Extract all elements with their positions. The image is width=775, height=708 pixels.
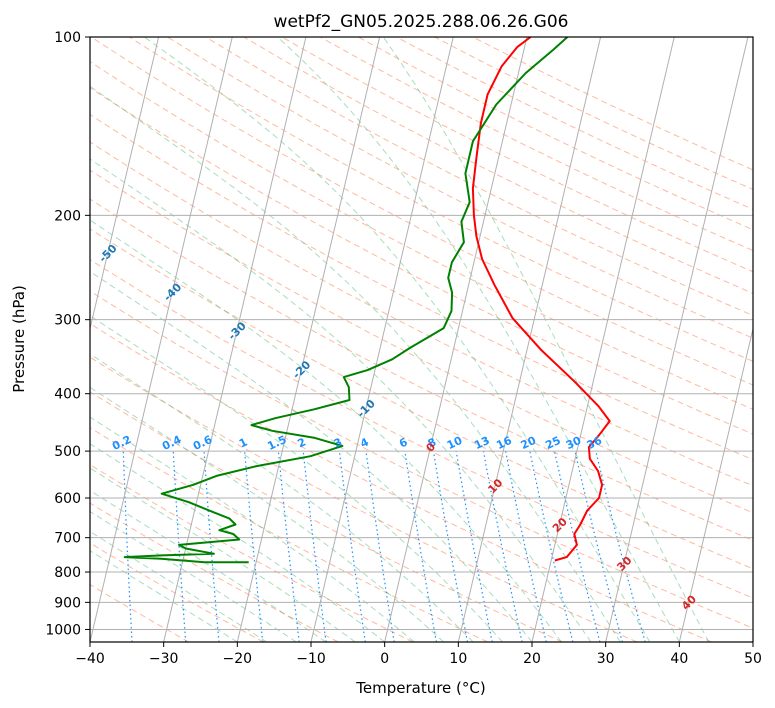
moist-adiabat-line [277, 37, 680, 642]
dry-adiabat-line [205, 37, 753, 317]
dry-adiabat-line [90, 169, 753, 514]
y-tick-label: 300 [54, 313, 81, 329]
moist-adiabat-line [90, 270, 533, 642]
y-tick-label: 900 [54, 595, 81, 611]
chart-title: wetPf2_GN05.2025.288.06.26.G06 [274, 12, 569, 32]
mixing-ratio-line [302, 451, 327, 642]
moist-adiabat-line [144, 37, 651, 642]
isotherm-line [384, 37, 528, 642]
y-tick-label: 800 [54, 565, 81, 581]
dry-adiabat-line [90, 113, 753, 461]
isotherm-line [90, 37, 160, 331]
dry-adiabat-line [90, 198, 753, 541]
isotherm-line [310, 37, 454, 642]
dry-adiabat-line [90, 356, 638, 642]
x-axis-label: Temperature (°C) [355, 679, 485, 697]
isotherm-lines [90, 37, 753, 642]
moist-adiabat-line [90, 315, 503, 642]
mixing-ratio-line [338, 451, 366, 642]
plot-frame [89, 36, 754, 643]
x-tick-label: −40 [75, 651, 105, 667]
moist-adiabat-line [90, 443, 385, 642]
pressure-gridlines [90, 37, 753, 630]
x-tick-label: 50 [744, 651, 762, 667]
dry-adiabat-line [90, 583, 190, 642]
mixing-ratio-label: 20 [519, 434, 539, 452]
mixing-ratio-line [203, 451, 220, 642]
x-tick-label: −10 [296, 651, 326, 667]
isotherm-line [531, 37, 675, 642]
mixing-ratio-label: 10 [445, 434, 465, 452]
x-tick-label: 0 [380, 651, 389, 667]
mixing-ratio-line [432, 450, 469, 642]
dry-adiabat-line [90, 37, 753, 386]
mixing-ratio-line [244, 451, 264, 642]
dry-adiabat-line [129, 37, 753, 362]
sounding-traces [123, 37, 611, 564]
dry-adiabat-line [90, 502, 339, 642]
mixing-ratio-label: 30 [564, 434, 584, 452]
x-tick-label: 40 [670, 651, 688, 667]
y-tick-label: 200 [54, 208, 81, 224]
moist-adiabat-line [90, 158, 592, 642]
y-axis-label: Pressure (hPa) [10, 285, 28, 393]
isotherm-line [163, 37, 307, 642]
y-tick-label: 100 [54, 30, 81, 46]
moist-adiabat-line [90, 386, 444, 642]
dewpoint-trace [123, 37, 569, 564]
mixing-ratio-label: 36 [585, 434, 605, 452]
isotherm-line [678, 326, 753, 642]
mixing-ratio-line [172, 451, 187, 642]
x-tick-label: −20 [223, 651, 253, 667]
moist-adiabat-line [90, 219, 562, 642]
x-axis: −40 −30 −20 −10 0 10 20 30 40 50 [75, 642, 762, 667]
dry-adiabat-line [90, 427, 488, 642]
y-tick-label: 1000 [45, 622, 81, 638]
x-tick-label: −30 [149, 651, 179, 667]
mixing-ratio-label: 13 [472, 434, 491, 452]
temperature-trace [471, 37, 611, 562]
mixing-ratio-label: 16 [494, 434, 514, 452]
y-axis: 100 200 300 400 500 600 700 800 900 1000 [45, 30, 90, 638]
isotherm-line [605, 37, 749, 642]
mixing-ratio-label: 25 [543, 434, 562, 452]
dry-adiabat-line [90, 259, 753, 599]
x-tick-label: 10 [449, 651, 467, 667]
y-tick-label: 500 [54, 444, 81, 460]
isotherm-line [457, 37, 602, 642]
moist-adiabat-line [90, 353, 474, 642]
y-tick-label: 400 [54, 387, 81, 403]
moist-adiabat-line [90, 489, 326, 642]
x-tick-label: 20 [523, 651, 541, 667]
dry-adiabat-line [90, 323, 712, 642]
mixing-ratio-line [122, 451, 133, 642]
y-tick-label: 700 [54, 531, 81, 547]
isotherm-line [90, 37, 233, 642]
y-tick-label: 600 [54, 491, 81, 507]
dry-adiabat-line [90, 141, 753, 487]
x-tick-label: 30 [597, 651, 615, 667]
mixing-ratio-line [277, 451, 300, 642]
mixing-ratio-line [404, 451, 437, 642]
moist-adiabats [90, 37, 710, 642]
moist-adiabat-line [90, 85, 621, 642]
moist-adiabat-line [90, 467, 356, 642]
dry-adiabat-line [243, 37, 753, 294]
moist-adiabat-line [382, 37, 710, 642]
isotherm-line [236, 37, 381, 642]
